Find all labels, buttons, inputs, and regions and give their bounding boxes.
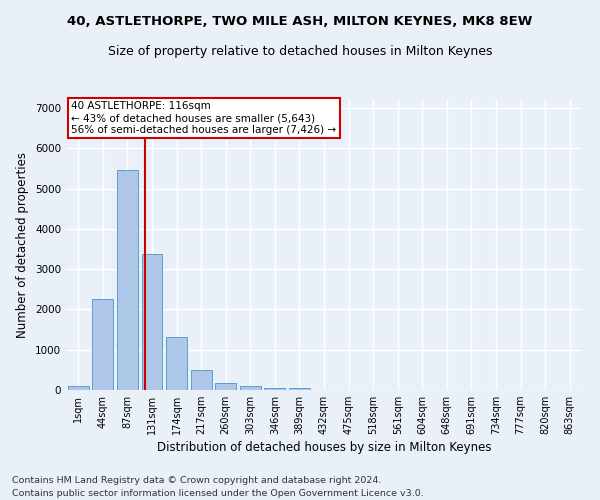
Bar	[191, 370, 212, 390]
Bar	[142, 254, 163, 390]
Bar	[117, 170, 138, 390]
Bar	[92, 298, 113, 390]
Bar	[166, 337, 187, 390]
X-axis label: Distribution of detached houses by size in Milton Keynes: Distribution of detached houses by size …	[157, 442, 491, 454]
Bar	[289, 388, 310, 390]
Bar	[240, 386, 261, 390]
Text: Contains public sector information licensed under the Open Government Licence v3: Contains public sector information licen…	[12, 488, 424, 498]
Text: 40, ASTLETHORPE, TWO MILE ASH, MILTON KEYNES, MK8 8EW: 40, ASTLETHORPE, TWO MILE ASH, MILTON KE…	[67, 15, 533, 28]
Bar	[68, 386, 89, 390]
Text: Contains HM Land Registry data © Crown copyright and database right 2024.: Contains HM Land Registry data © Crown c…	[12, 476, 382, 485]
Text: 40 ASTLETHORPE: 116sqm
← 43% of detached houses are smaller (5,643)
56% of semi-: 40 ASTLETHORPE: 116sqm ← 43% of detached…	[71, 102, 336, 134]
Y-axis label: Number of detached properties: Number of detached properties	[16, 152, 29, 338]
Bar	[265, 388, 286, 390]
Text: Size of property relative to detached houses in Milton Keynes: Size of property relative to detached ho…	[108, 45, 492, 58]
Bar	[215, 382, 236, 390]
